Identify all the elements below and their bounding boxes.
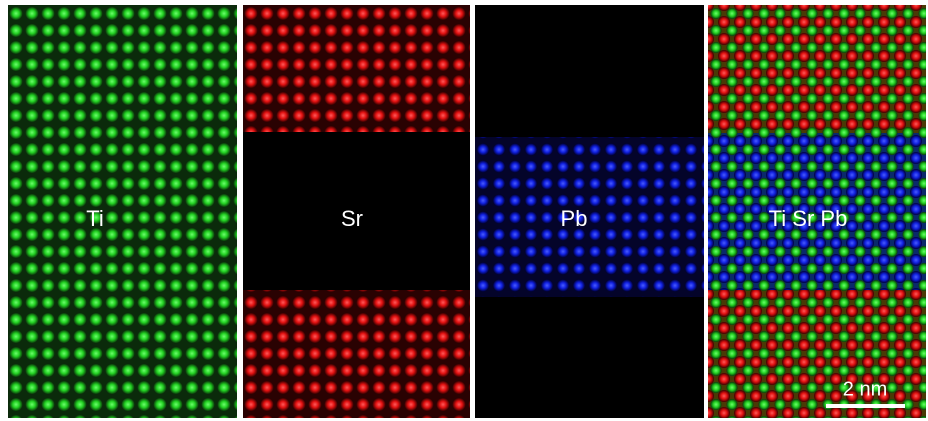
sr-map-bottom <box>243 290 470 418</box>
ti-map <box>8 5 237 418</box>
composite-bottom <box>708 290 926 418</box>
panel-ti: Ti <box>8 5 237 418</box>
figure: Ti Sr Pb Ti Sr Pb 2 nm <box>0 0 928 421</box>
scale-bar-label: 2 nm <box>843 378 887 400</box>
panel-label: Sr <box>341 206 363 231</box>
panel-label: Pb <box>561 206 588 231</box>
panel-label: Ti <box>86 206 104 231</box>
panel-composite: Ti Sr Pb 2 nm <box>708 5 926 418</box>
panel-sr: Sr <box>243 5 470 418</box>
panel-pb: Pb <box>475 5 704 418</box>
panel-label: Ti Sr Pb <box>769 206 848 231</box>
composite-top <box>708 5 926 133</box>
pb-map <box>475 137 704 297</box>
sr-map-top <box>243 5 470 132</box>
